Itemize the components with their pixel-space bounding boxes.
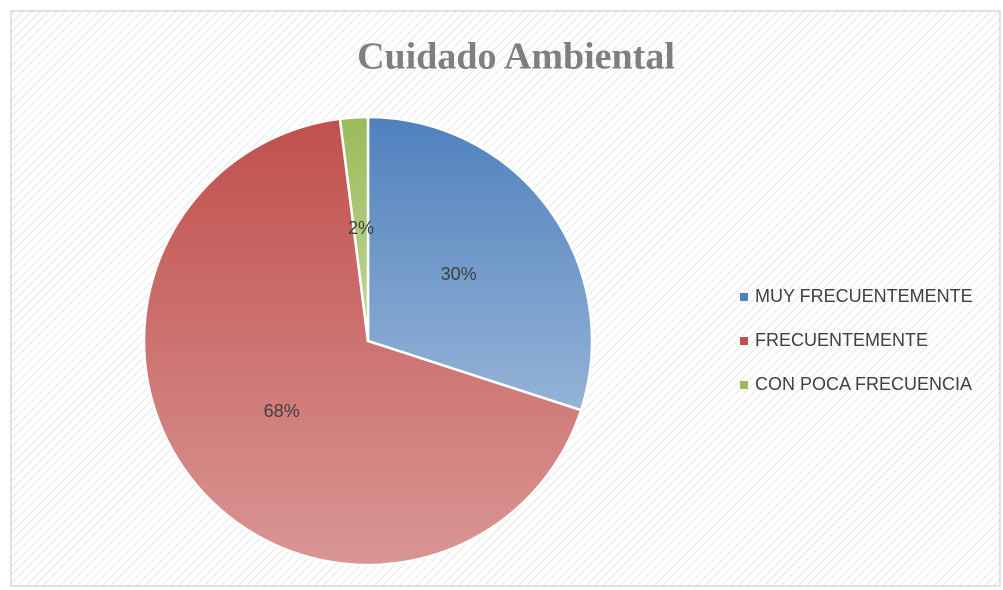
data-label: 30%	[441, 264, 477, 284]
pie-slice	[142, 117, 583, 567]
legend-swatch	[740, 381, 748, 389]
legend-label: MUY FRECUENTEMENTE	[755, 286, 973, 306]
chart-title: Cuidado Ambiental	[357, 36, 675, 78]
data-label: 68%	[264, 401, 300, 421]
pie-slice	[338, 115, 370, 342]
legend-swatch	[740, 337, 748, 345]
legend-label: CON POCA FRECUENCIA	[755, 374, 972, 394]
legend-label: FRECUENTEMENTE	[755, 330, 928, 350]
pie-slice	[366, 115, 594, 412]
data-label: 2%	[348, 218, 374, 238]
legend-swatch	[740, 293, 748, 301]
